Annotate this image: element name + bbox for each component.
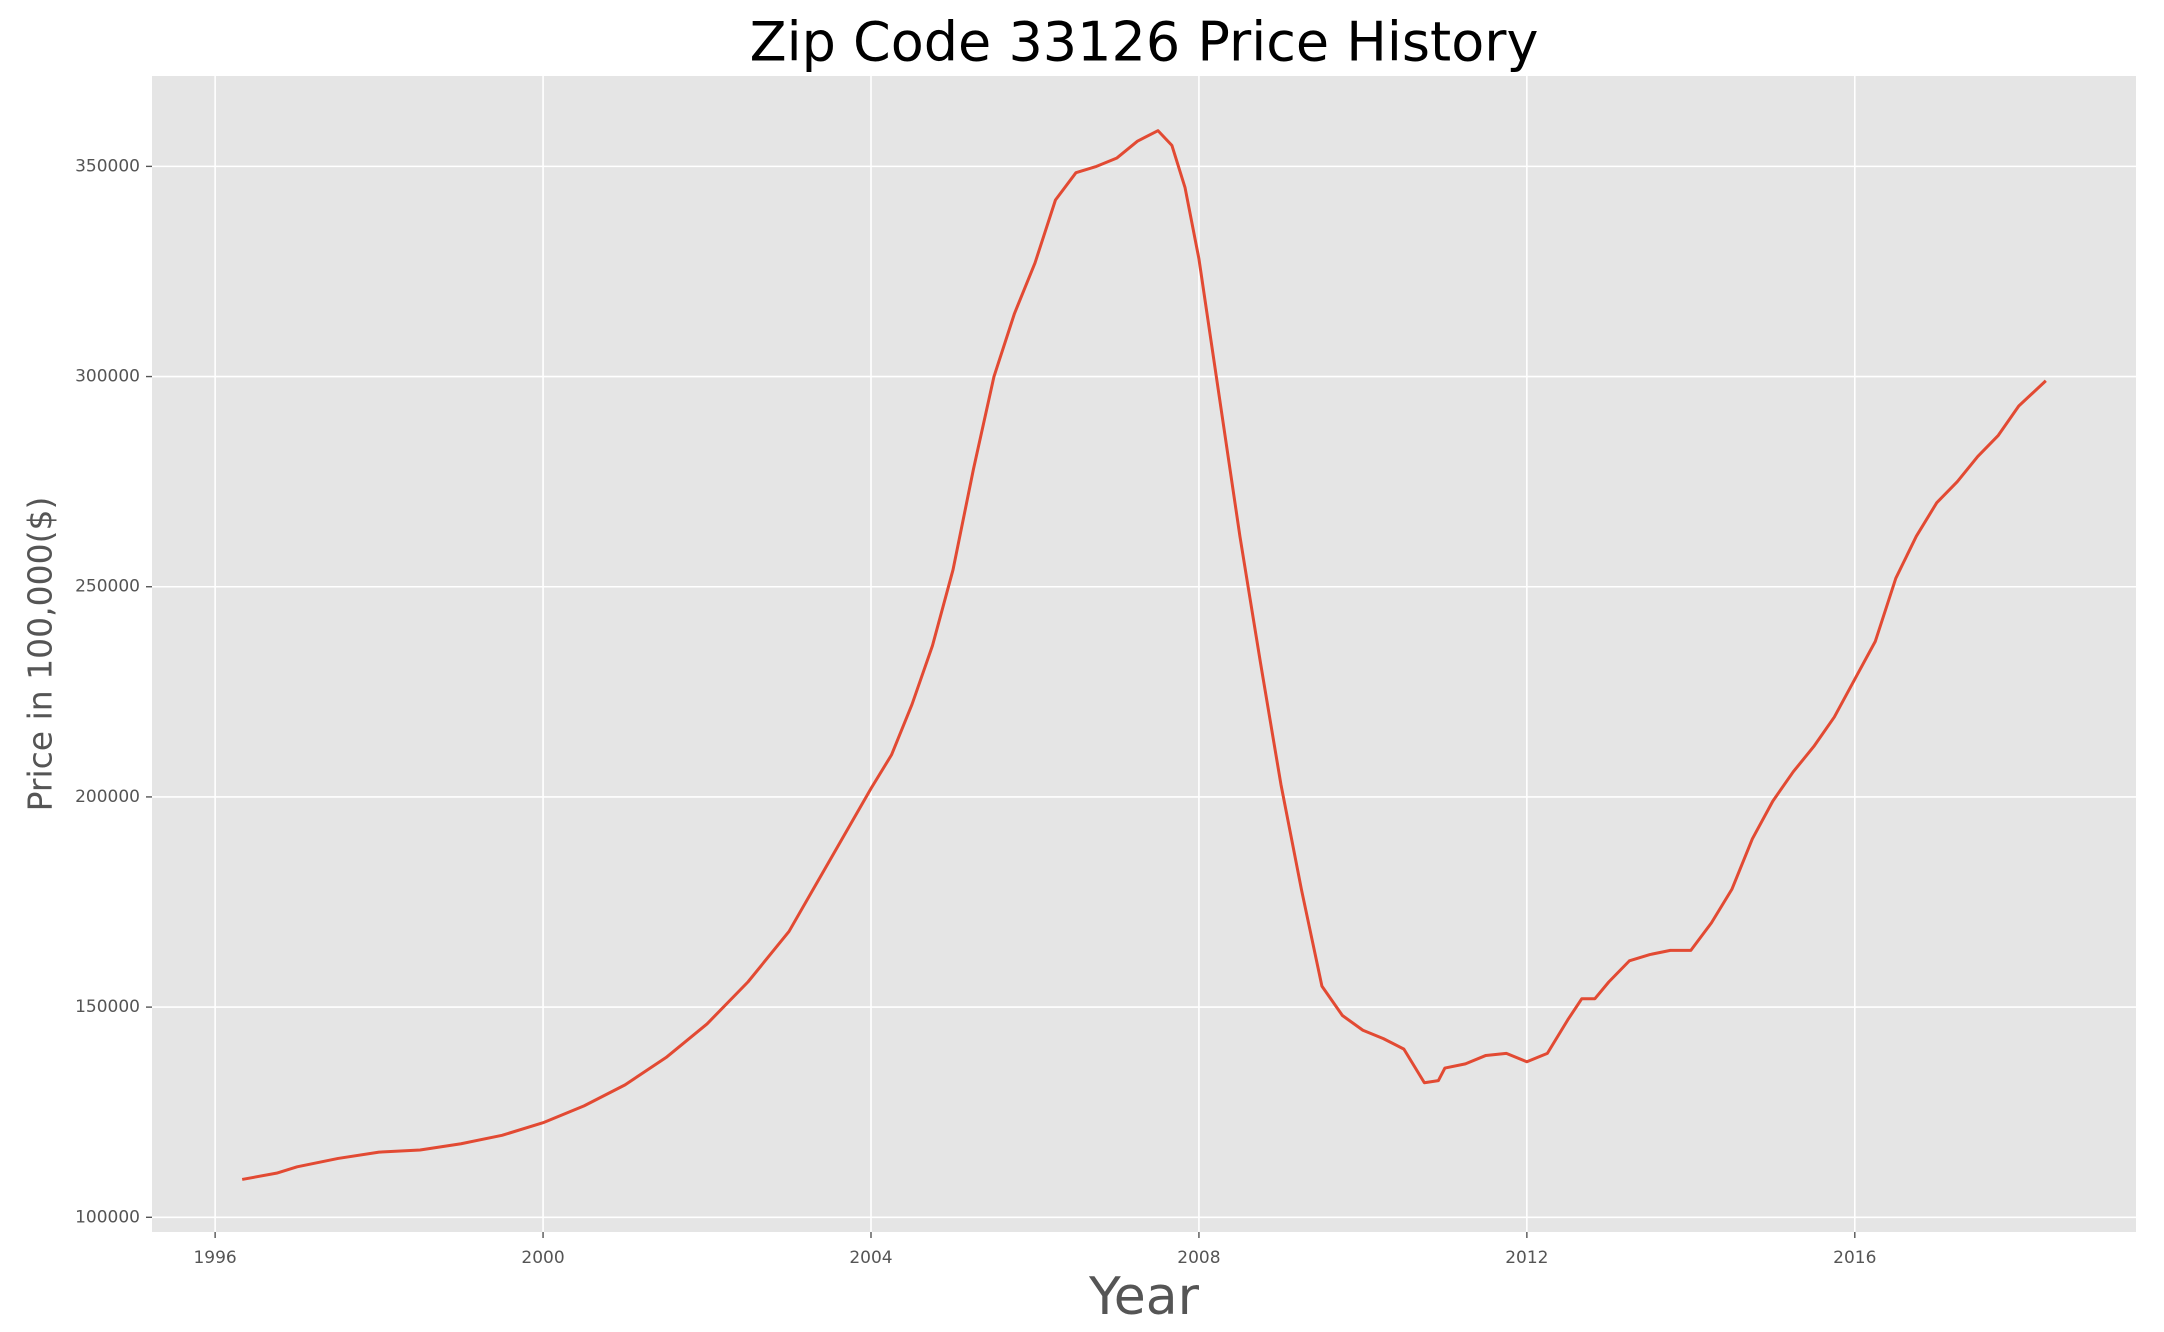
x-tick-label: 2016	[1833, 1248, 1876, 1268]
x-tick-label: 2004	[849, 1248, 892, 1268]
y-axis-label: Price in 100,000($)	[21, 497, 60, 812]
x-axis-label: Year	[1088, 1267, 1200, 1327]
y-tick-label: 100000	[75, 1207, 140, 1227]
x-tick-label: 2008	[1177, 1248, 1220, 1268]
x-tick-label: 2012	[1505, 1248, 1548, 1268]
y-tick-label: 150000	[75, 997, 140, 1017]
y-tick-label: 300000	[75, 367, 140, 387]
x-tick-label: 2000	[521, 1248, 564, 1268]
y-tick-label: 350000	[75, 156, 140, 176]
x-tick-label: 1996	[193, 1248, 236, 1268]
plot-area	[152, 76, 2136, 1232]
line-series	[241, 129, 2047, 1181]
y-tick-label: 200000	[75, 787, 140, 807]
y-tick-label: 250000	[75, 577, 140, 597]
chart-title: Zip Code 33126 Price History	[750, 11, 1539, 74]
